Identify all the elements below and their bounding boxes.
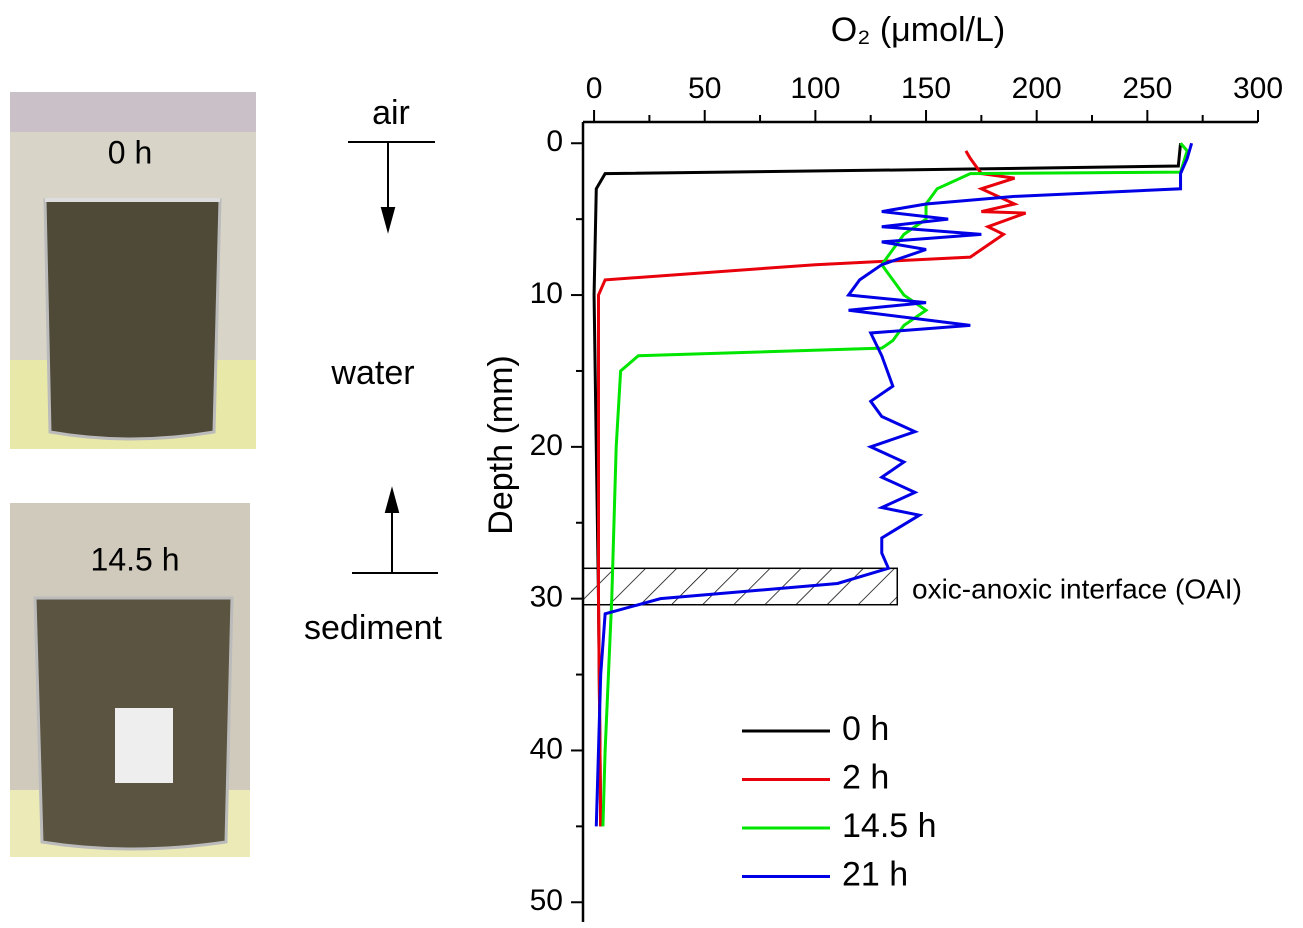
x-tick-label: 50 bbox=[688, 72, 721, 105]
y-tick-label: 0 bbox=[546, 125, 563, 158]
profile-line bbox=[594, 142, 1194, 827]
x-tick-label: 300 bbox=[1233, 72, 1283, 105]
profile-line bbox=[596, 150, 1027, 827]
interface-box bbox=[582, 567, 899, 606]
annotation: oxic-anoxic interface (OAI) bbox=[912, 573, 1242, 604]
x-tick-label: 0 bbox=[586, 72, 603, 105]
profile-line bbox=[601, 142, 1189, 827]
y-tick-label: 30 bbox=[530, 581, 563, 614]
x-axis-title: O₂ (μmol/L) bbox=[831, 11, 1005, 49]
y-tick-label: 10 bbox=[530, 277, 563, 310]
photo-14-5h: 14.5 h bbox=[10, 503, 250, 857]
y-tick-label: 50 bbox=[530, 884, 563, 917]
x-tick-label: 100 bbox=[790, 72, 840, 105]
y-tick-label: 20 bbox=[530, 429, 563, 462]
air-label: air bbox=[372, 94, 410, 132]
x-tick-label: 200 bbox=[1012, 72, 1062, 105]
legend-label: 0 h bbox=[842, 710, 889, 748]
photo-0h: 0 h bbox=[10, 92, 256, 449]
x-tick-label: 250 bbox=[1122, 72, 1172, 105]
sediment-label: sediment bbox=[304, 609, 443, 647]
y-tick-label: 40 bbox=[530, 732, 563, 765]
legend-label: 2 h bbox=[842, 758, 889, 796]
water-label: water bbox=[330, 354, 414, 392]
y-axis-title: Depth (mm) bbox=[482, 355, 520, 534]
photo-label: 14.5 h bbox=[91, 541, 180, 577]
schematic bbox=[348, 141, 438, 574]
x-tick-label: 150 bbox=[901, 72, 951, 105]
photo-label: 0 h bbox=[108, 134, 152, 170]
legend-label: 21 h bbox=[842, 855, 908, 893]
legend-label: 14.5 h bbox=[842, 807, 937, 845]
